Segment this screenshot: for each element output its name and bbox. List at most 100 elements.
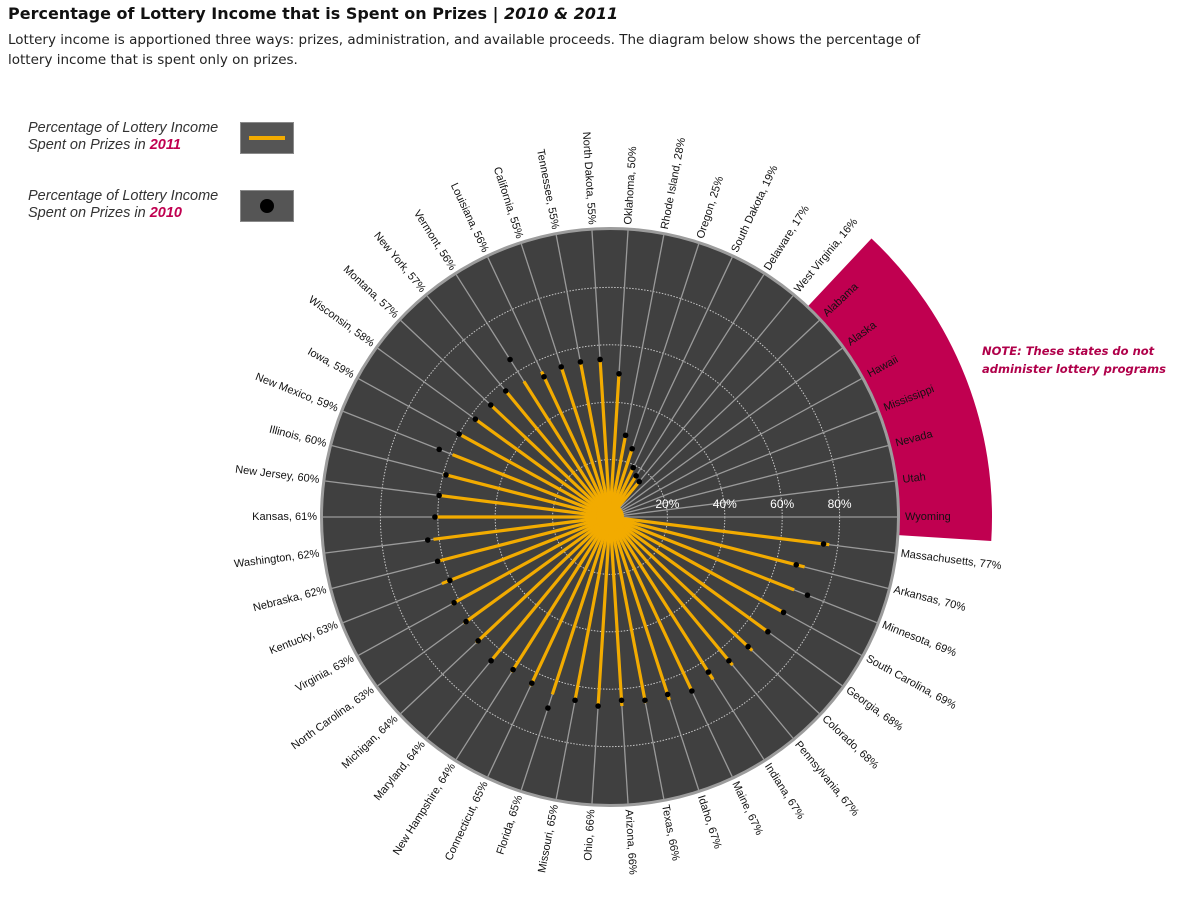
dot-2010-new-mexico	[436, 446, 443, 453]
bar-2011-arizona	[608, 516, 624, 707]
legend-year-2011: 2011	[149, 137, 181, 153]
legend-label-2011: Percentage of Lottery Income Spent on Pr…	[28, 120, 219, 153]
bar-2011-california	[559, 366, 612, 518]
dot-2010-arizona	[618, 697, 625, 704]
dot-2010-ohio	[595, 703, 601, 709]
dot-2010-new-hampshire	[510, 666, 516, 673]
legend-swatch-dot	[240, 190, 294, 222]
bar-2011-iowa	[460, 434, 611, 519]
bar-2011-new-york	[504, 389, 612, 519]
chart-title: Percentage of Lottery Income that is Spe…	[8, 4, 618, 23]
bar-2011-tennessee	[578, 361, 612, 518]
bar-2011-washington	[433, 515, 611, 541]
bar-2011-north-carolina	[462, 515, 611, 625]
dot-2010-vermont	[507, 356, 513, 363]
dot-2010-washington	[424, 537, 431, 543]
state-label: South Dakota, 19%	[729, 163, 780, 254]
dot-2010-florida	[545, 705, 551, 711]
title-years: 2010 & 2011	[503, 4, 619, 23]
state-label: Wisconsin, 58%	[306, 294, 377, 350]
legend-year-2010: 2010	[149, 205, 182, 221]
bar-2011-louisiana	[540, 370, 612, 518]
state-label: Idaho, 67%	[695, 794, 724, 851]
ring-label-40: 40%	[713, 497, 737, 511]
bar-2011-illinois	[442, 472, 611, 519]
ring-label-20: 20%	[655, 497, 679, 511]
no-lottery-band	[803, 238, 993, 541]
dot-2010-connecticut	[528, 680, 535, 686]
legend-item-2010: Percentage of Lottery Income Spent on Pr…	[28, 188, 298, 228]
dot-2010-colorado	[745, 643, 751, 650]
bar-2011-colorado	[608, 515, 754, 652]
state-label: North Dakota, 55%	[580, 131, 598, 225]
dot-2010-south-dakota	[630, 464, 637, 471]
dot-2010-north-dakota	[597, 356, 603, 363]
state-label: New Jersey, 60%	[234, 464, 320, 487]
state-label: Connecticut, 65%	[443, 779, 491, 862]
state-label: Ohio, 66%	[582, 809, 597, 861]
state-label: Oregon, 25%	[695, 175, 727, 241]
state-label: Kansas, 61%	[252, 511, 317, 523]
dot-2010-delaware	[633, 473, 639, 479]
bar-2011-oklahoma	[608, 373, 621, 518]
state-label: Indiana, 67%	[762, 761, 807, 822]
grid-spoke	[609, 444, 889, 518]
state-label: Oklahoma, 50%	[622, 146, 639, 225]
bar-2011-kentucky	[441, 515, 611, 586]
state-label: Colorado, 68%	[820, 713, 881, 772]
state-label: Kentucky, 63%	[268, 619, 340, 657]
grid-spoke	[609, 378, 862, 518]
dot-2010-tennessee	[577, 359, 584, 365]
state-label: Louisiana, 56%	[448, 181, 491, 254]
dot-2010-oregon	[629, 445, 635, 452]
bar-2011-georgia	[609, 515, 769, 634]
state-label: Maryland, 64%	[372, 739, 428, 803]
dot-2010-new-jersey	[436, 492, 442, 499]
dot-2010-indiana	[705, 669, 712, 675]
state-label: Delaware, 17%	[762, 203, 812, 273]
bar-2011-connecticut	[529, 516, 612, 687]
state-label: New York, 57%	[371, 230, 428, 295]
state-label: Missouri, 65%	[536, 803, 561, 873]
center-hub	[596, 503, 624, 531]
bar-2011-michigan	[475, 515, 612, 644]
state-label: New Mexico, 59%	[254, 371, 340, 415]
legend-swatch-line	[240, 122, 294, 154]
state-label: Illinois, 60%	[268, 424, 328, 450]
bar-2011-maine	[608, 516, 694, 692]
state-label: Michigan, 64%	[340, 713, 401, 771]
dot-2010-minnesota	[804, 592, 811, 598]
grid-spoke	[609, 480, 895, 518]
grid-spoke	[609, 320, 820, 518]
bar-2011-wisconsin	[474, 417, 611, 519]
legend-label-2010: Percentage of Lottery Income Spent on Pr…	[28, 188, 219, 221]
state-label: Washington, 62%	[233, 548, 320, 571]
bar-2011-maryland	[491, 515, 612, 660]
dot-2010-kentucky	[447, 577, 453, 584]
dot-2010-texas	[642, 697, 648, 704]
bar-2011-new-hampshire	[510, 516, 612, 673]
dot-2010-illinois	[443, 472, 449, 478]
bar-2011-new-mexico	[451, 453, 611, 519]
dot-2010-georgia	[765, 628, 771, 635]
dot-2010-rhode-island	[622, 432, 629, 439]
bar-2011-ohio	[596, 516, 612, 707]
bar-2011-massachusetts	[609, 515, 830, 547]
state-label: Massachusetts, 77%	[900, 548, 1002, 573]
dot-2010-south-carolina	[780, 609, 787, 616]
dot-2010-north-carolina	[463, 618, 469, 625]
dot-2010-maine	[689, 688, 695, 694]
bar-2011-nebraska	[437, 515, 611, 563]
state-label: Iowa, 59%	[305, 346, 356, 381]
state-label: Texas, 66%	[659, 804, 681, 862]
dot-2010-nebraska	[434, 558, 441, 565]
bar-2011-missouri	[573, 516, 612, 701]
line-2011-icon	[249, 136, 285, 140]
dot-2010-wisconsin	[472, 416, 479, 422]
state-label: Virginia, 63%	[294, 653, 357, 695]
dot-2010-oklahoma	[616, 370, 622, 377]
bar-2011-florida	[550, 516, 612, 695]
state-label: Florida, 65%	[495, 794, 526, 857]
dot-2010-maryland	[488, 657, 494, 664]
